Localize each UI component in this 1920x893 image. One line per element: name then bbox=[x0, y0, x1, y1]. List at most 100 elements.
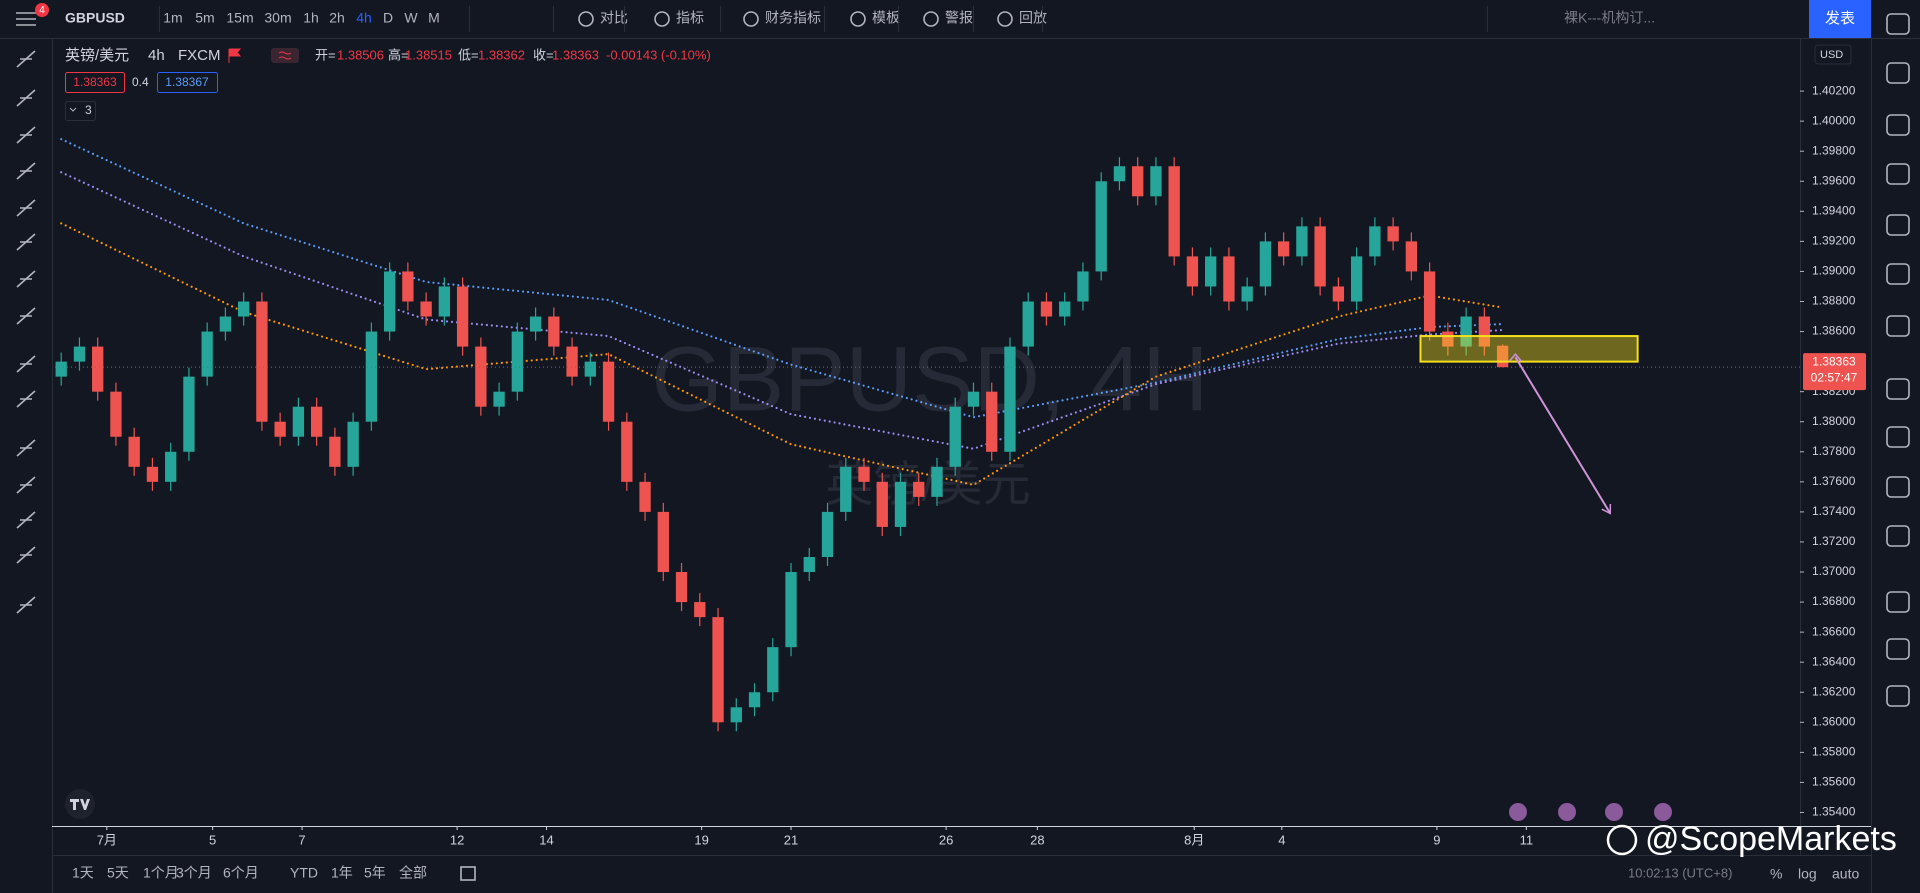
x-tick-label: 28 bbox=[1030, 832, 1044, 847]
range-button[interactable]: 1年 bbox=[331, 865, 353, 881]
clock: 10:02:13 (UTC+8) bbox=[1628, 865, 1732, 880]
range-button[interactable]: 5年 bbox=[364, 865, 386, 881]
scale-option[interactable]: log bbox=[1798, 866, 1817, 882]
publish-button[interactable] bbox=[1809, 0, 1871, 38]
sidebar-icon[interactable] bbox=[1886, 114, 1910, 136]
candle-body bbox=[1478, 316, 1491, 347]
sidebar-icon[interactable] bbox=[1886, 638, 1910, 660]
candle-body bbox=[420, 301, 432, 317]
interval-button[interactable]: 1h bbox=[303, 10, 319, 26]
y-tick-label: 1.36600 bbox=[1812, 624, 1856, 638]
scale-option[interactable]: auto bbox=[1832, 866, 1859, 882]
candle-body bbox=[1059, 301, 1071, 317]
interval-button[interactable]: D bbox=[383, 10, 393, 26]
toolbar-icon bbox=[997, 11, 1013, 27]
candle-body bbox=[438, 286, 451, 317]
candle-body bbox=[146, 466, 159, 482]
currency-box[interactable] bbox=[1814, 44, 1852, 65]
event-marker[interactable] bbox=[1558, 803, 1576, 821]
symbol-search[interactable]: GBPUSD bbox=[65, 10, 125, 26]
x-tick-label: 7月 bbox=[97, 832, 117, 847]
candle-body bbox=[365, 331, 378, 422]
sidebar-icon[interactable] bbox=[1886, 685, 1910, 707]
tool-icon[interactable] bbox=[16, 546, 36, 564]
ask-price[interactable]: 1.38367 bbox=[165, 75, 209, 89]
range-button[interactable]: 1个月 bbox=[143, 865, 179, 881]
sidebar-icon[interactable] bbox=[1886, 525, 1910, 547]
sidebar-icon[interactable] bbox=[1886, 591, 1910, 613]
indicator-collapse[interactable] bbox=[65, 101, 96, 121]
change-value: -0.00143 (-0.10%) bbox=[606, 47, 711, 62]
tool-icon[interactable] bbox=[16, 307, 36, 325]
bid-price[interactable]: 1.38363 bbox=[73, 75, 117, 89]
event-marker[interactable] bbox=[1605, 803, 1623, 821]
range-button[interactable]: 5天 bbox=[107, 865, 129, 881]
interval-button[interactable]: 15m bbox=[226, 10, 253, 26]
tool-icon[interactable] bbox=[16, 355, 36, 373]
tool-icon[interactable] bbox=[16, 126, 36, 144]
y-tick-label: 1.39800 bbox=[1812, 143, 1856, 157]
tool-icon[interactable] bbox=[16, 233, 36, 251]
tool-icon[interactable] bbox=[16, 270, 36, 288]
sidebar-icon[interactable] bbox=[1886, 476, 1910, 498]
credit-logo bbox=[1606, 824, 1638, 856]
range-button[interactable]: 6个月 bbox=[223, 865, 259, 881]
toolbar-button[interactable]: 警报 bbox=[945, 10, 973, 26]
interval-button[interactable]: 30m bbox=[264, 10, 291, 26]
forecast-arrow[interactable] bbox=[1514, 356, 1612, 515]
candle-body bbox=[292, 406, 305, 437]
range-button[interactable]: 3个月 bbox=[176, 865, 212, 881]
interval-button[interactable]: 5m bbox=[195, 10, 214, 26]
publish-label[interactable]: 发表 bbox=[1825, 10, 1855, 27]
tool-icon[interactable] bbox=[16, 511, 36, 529]
price-zone[interactable] bbox=[1419, 335, 1639, 363]
sidebar-icon[interactable] bbox=[1886, 163, 1910, 185]
tool-icon[interactable] bbox=[16, 439, 36, 457]
menu-button[interactable] bbox=[16, 12, 36, 26]
sidebar-icon[interactable] bbox=[1886, 315, 1910, 337]
toolbar-button[interactable]: 回放 bbox=[1019, 10, 1047, 26]
credit: @ScopeMarkets bbox=[1645, 820, 1897, 858]
interval-button[interactable]: 2h bbox=[329, 10, 345, 26]
event-marker[interactable] bbox=[1509, 803, 1527, 821]
interval-button[interactable]: 1m bbox=[163, 10, 182, 26]
range-button[interactable]: 全部 bbox=[399, 865, 427, 881]
toolbar-button[interactable]: 对比 bbox=[600, 10, 628, 26]
legend-name: 英镑/美元 bbox=[65, 46, 129, 64]
status-box bbox=[271, 48, 299, 63]
currency-label[interactable]: USD bbox=[1820, 49, 1843, 61]
sidebar-icon[interactable] bbox=[1886, 378, 1910, 400]
tool-icon[interactable] bbox=[16, 162, 36, 180]
toolbar-button[interactable]: 模板 bbox=[872, 10, 900, 26]
toolbar-button[interactable]: 指标 bbox=[676, 10, 704, 26]
y-tick-label: 1.39000 bbox=[1812, 264, 1856, 278]
toolbar-button[interactable]: 财务指标 bbox=[765, 10, 821, 26]
range-button[interactable]: 1天 bbox=[72, 865, 94, 881]
tool-icon[interactable] bbox=[16, 89, 36, 107]
sidebar-icon[interactable] bbox=[1886, 62, 1910, 84]
interval-button[interactable]: M bbox=[428, 10, 440, 26]
goto-date-icon[interactable] bbox=[460, 866, 476, 881]
sidebar-icon[interactable] bbox=[1886, 263, 1910, 285]
ask-box[interactable] bbox=[157, 72, 218, 93]
candle-body bbox=[748, 692, 761, 708]
range-button[interactable]: YTD bbox=[290, 865, 318, 881]
interval-button[interactable]: W bbox=[404, 10, 418, 26]
layout-name[interactable]: 裸K---机构订... bbox=[1564, 10, 1655, 26]
event-marker[interactable] bbox=[1654, 803, 1672, 821]
candle-body bbox=[238, 301, 250, 317]
candle-body bbox=[949, 406, 961, 467]
sidebar-icon[interactable] bbox=[1886, 13, 1910, 35]
sidebar-icon[interactable] bbox=[1886, 426, 1910, 448]
tool-icon[interactable] bbox=[16, 476, 36, 494]
tool-icon[interactable] bbox=[16, 199, 36, 217]
scale-option[interactable]: % bbox=[1770, 866, 1782, 882]
tool-icon[interactable] bbox=[16, 50, 36, 68]
tool-icon[interactable] bbox=[16, 596, 36, 614]
indicator-count: 3 bbox=[85, 103, 92, 117]
bid-box[interactable] bbox=[65, 72, 125, 93]
tool-icon[interactable] bbox=[16, 390, 36, 408]
candle-body bbox=[183, 376, 195, 452]
sidebar-icon[interactable] bbox=[1886, 214, 1910, 236]
interval-button[interactable]: 4h bbox=[356, 10, 372, 26]
